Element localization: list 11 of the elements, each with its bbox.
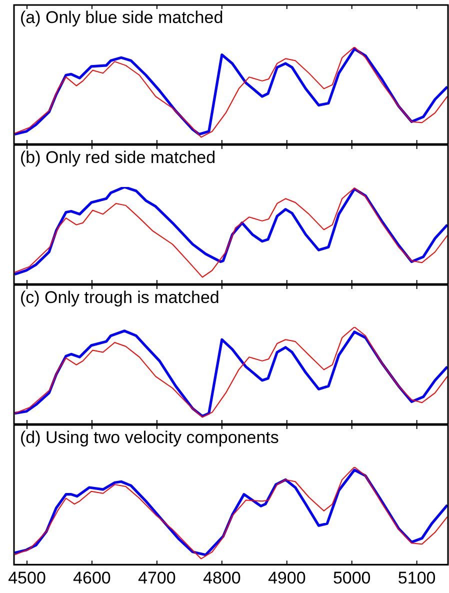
chart-title: (a) Only blue side matched xyxy=(20,8,224,28)
x-tick-label: 5000 xyxy=(332,568,371,588)
chart-title: (d) Using two velocity components xyxy=(20,428,279,448)
x-tick-label: 4800 xyxy=(202,568,241,588)
x-tick-label: 4600 xyxy=(73,568,111,588)
x-tick-label: 4900 xyxy=(268,568,306,588)
x-tick-label: 4500 xyxy=(8,568,46,588)
x-tick-label: 5100 xyxy=(398,568,436,588)
x-tick-label: 4700 xyxy=(138,568,176,588)
chart-title: (b) Only red side matched xyxy=(20,148,216,168)
chart-title: (c) Only trough is matched xyxy=(20,288,220,308)
